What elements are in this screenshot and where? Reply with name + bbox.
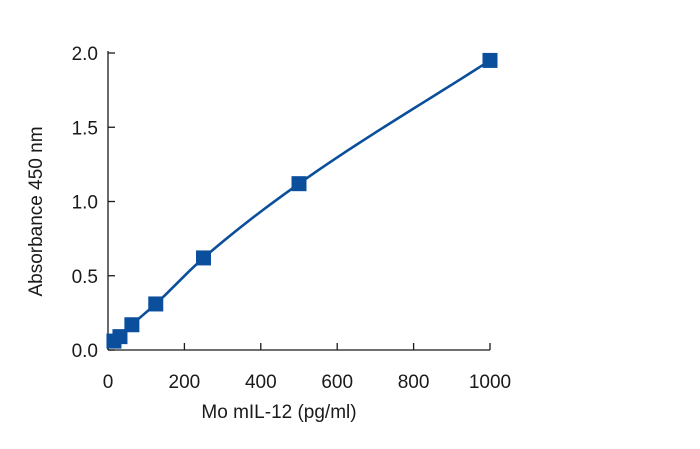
y-tick-label: 2.0 xyxy=(72,44,98,65)
y-tick-label: 0.5 xyxy=(72,267,98,288)
x-axis-title: Mo mIL-12 (pg/ml) xyxy=(201,402,356,423)
data-point xyxy=(148,296,164,312)
y-tick-label: 1.0 xyxy=(72,193,98,214)
y-axis-title: Absorbance 450 nm xyxy=(26,126,47,296)
data-point xyxy=(482,52,498,68)
x-tick-label: 0 xyxy=(103,372,114,393)
data-points xyxy=(106,52,498,349)
x-tick-label: 800 xyxy=(398,372,430,393)
x-ticks: 0 200 400 600 800 1000 xyxy=(103,343,511,393)
fit-curve xyxy=(113,59,491,343)
data-point xyxy=(124,317,140,333)
x-tick-label: 400 xyxy=(245,372,277,393)
y-ticks: 0.0 0.5 1.0 1.5 2.0 xyxy=(72,44,115,362)
data-point xyxy=(291,176,307,192)
x-tick-label: 200 xyxy=(169,372,201,393)
y-tick-label: 0.0 xyxy=(72,341,98,362)
data-point xyxy=(112,329,128,345)
x-tick-label: 1000 xyxy=(469,372,511,393)
data-point xyxy=(196,250,211,266)
axes xyxy=(107,51,490,351)
x-tick-label: 600 xyxy=(321,372,353,393)
y-tick-label: 1.5 xyxy=(72,118,98,139)
